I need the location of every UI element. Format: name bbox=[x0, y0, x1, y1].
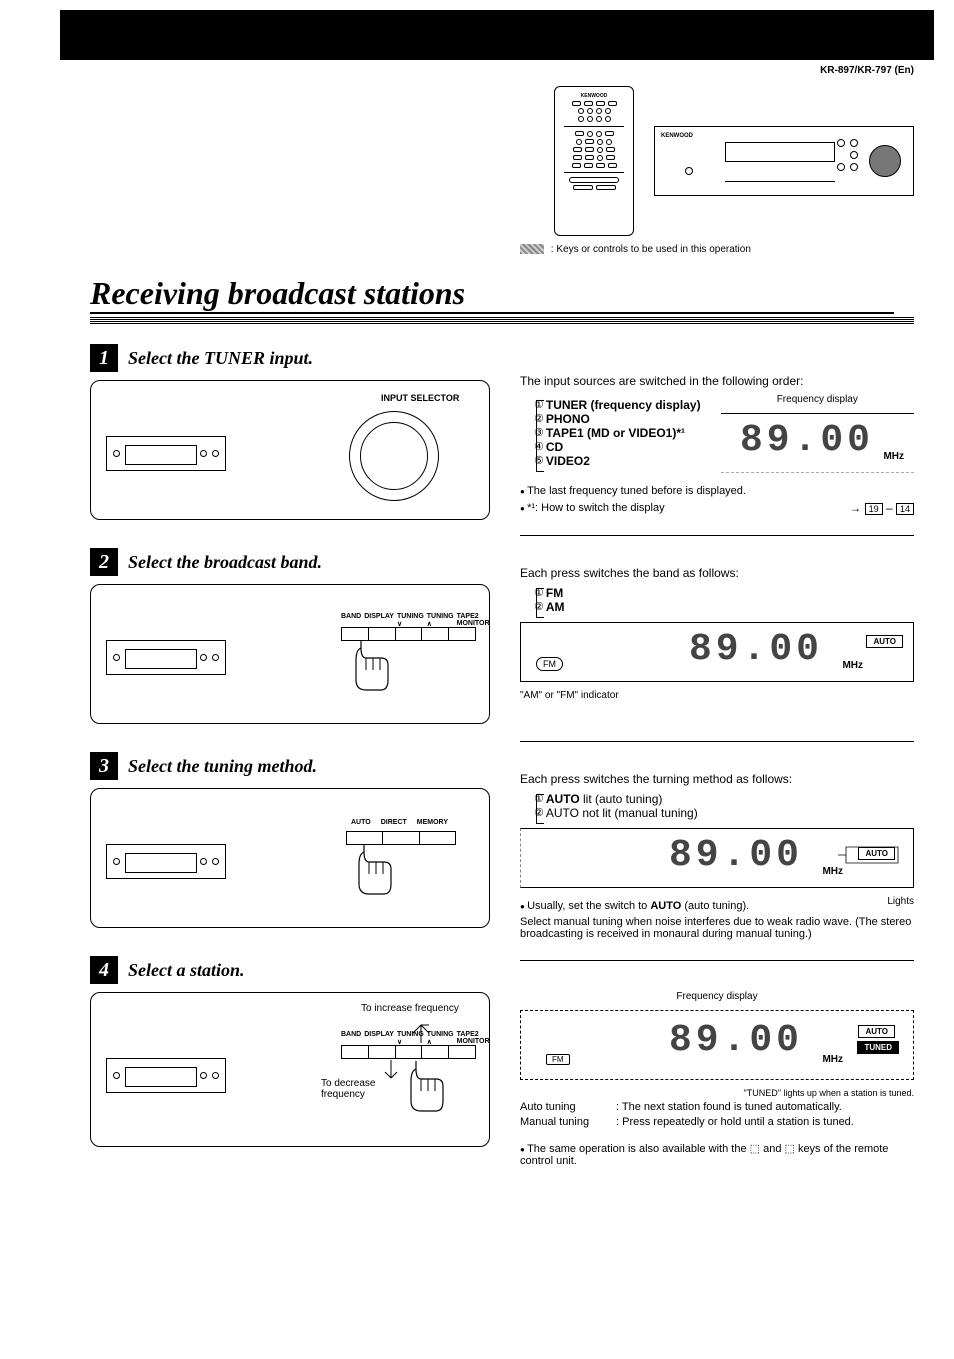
manual-tuning-def: Manual tuning : Press repeatedly or hold… bbox=[520, 1116, 914, 1128]
right-block-4: Frequency display FM 89.00 MHz AUTO TUNE… bbox=[520, 991, 914, 1167]
auto-tuning-def: Auto tuning : The next station found is … bbox=[520, 1101, 914, 1113]
r3-lights: Lights bbox=[887, 896, 914, 916]
receiver-illustration: KENWOOD bbox=[654, 126, 914, 196]
r1-note1: The last frequency tuned before is displ… bbox=[520, 485, 914, 497]
keys-note: : Keys or controls to be used in this op… bbox=[0, 244, 914, 255]
r4-freq-display: FM 89.00 MHz AUTO TUNED bbox=[520, 1010, 914, 1080]
right-block-3: Each press switches the turning method a… bbox=[520, 772, 914, 961]
panel-mini-3 bbox=[106, 844, 226, 879]
r4-tuned-note: "TUNED" lights up when a station is tune… bbox=[714, 1088, 914, 1098]
right-column: The input sources are switched in the fo… bbox=[520, 344, 914, 1197]
r3-freq-display: 89.00 MHz AUTO bbox=[520, 828, 914, 888]
r1-note2: *¹: How to switch the display bbox=[520, 502, 665, 514]
step-3-title: Select the tuning method. bbox=[128, 756, 317, 777]
panel-mini-2 bbox=[106, 640, 226, 675]
step-3-num: 3 bbox=[90, 752, 118, 780]
right-block-1: The input sources are switched in the fo… bbox=[520, 374, 914, 536]
callout-bracket bbox=[838, 843, 908, 873]
hand-icon bbox=[401, 1061, 451, 1116]
pattern-swatch bbox=[520, 244, 544, 254]
step-1-num: 1 bbox=[90, 344, 118, 372]
tuning-button-strip bbox=[341, 1045, 476, 1059]
arrow-down-icon bbox=[381, 1058, 401, 1083]
step-3-header: 3 Select the tuning method. bbox=[90, 752, 490, 780]
step-2-diagram: BAND DISPLAY TUNING ∨ TUNING ∧ TAPE2 MON… bbox=[90, 584, 490, 724]
step-2-header: 2 Select the broadcast band. bbox=[90, 548, 490, 576]
right-block-2: Each press switches the band as follows:… bbox=[520, 566, 914, 742]
panel-mini-4 bbox=[106, 1058, 226, 1093]
model-label: KR-897/KR-797 (En) bbox=[0, 65, 914, 76]
r2-caption: "AM" or "FM" indicator bbox=[520, 690, 914, 701]
arrow-up-icon bbox=[391, 1015, 431, 1045]
r2-intro: Each press switches the band as follows: bbox=[520, 566, 914, 580]
title-underbar bbox=[90, 316, 914, 324]
page-refs: → 19 – 14 bbox=[849, 501, 914, 515]
input-selector-knob bbox=[349, 411, 439, 501]
step-4-diagram: To increase frequency BAND DISPLAY TUNIN… bbox=[90, 992, 490, 1147]
increase-freq-label: To increase frequency bbox=[361, 1003, 459, 1014]
r1-freq-label: Frequency display bbox=[721, 394, 914, 405]
r1-freq-display: 89.00 MHz bbox=[721, 413, 914, 473]
auto-button-strip bbox=[346, 831, 456, 845]
fm-badge: FM bbox=[546, 1054, 570, 1065]
remote-brand: KENWOOD bbox=[581, 93, 608, 99]
step-4-title: Select a station. bbox=[128, 960, 245, 981]
receiver-brand: KENWOOD bbox=[661, 133, 907, 139]
tuned-badge: TUNED bbox=[857, 1041, 899, 1054]
step-1-title: Select the TUNER input. bbox=[128, 348, 313, 369]
step-4-num: 4 bbox=[90, 956, 118, 984]
r3-note2: Select manual tuning when noise interfer… bbox=[520, 916, 914, 940]
page-title: Receiving broadcast stations bbox=[90, 275, 894, 314]
left-column: 1 Select the TUNER input. INPUT SELECTOR… bbox=[90, 344, 490, 1197]
panel-mini-1 bbox=[106, 436, 226, 471]
step-4-header: 4 Select a station. bbox=[90, 956, 490, 984]
remote-control-illustration: KENWOOD bbox=[554, 86, 634, 236]
r4-freq-label: Frequency display bbox=[520, 991, 914, 1002]
r2-freq-display: FM 89.00 MHz AUTO bbox=[520, 622, 914, 682]
fm-indicator: FM bbox=[536, 657, 563, 671]
step-3-diagram: AUTO DIRECT MEMORY bbox=[90, 788, 490, 928]
band-button-strip bbox=[341, 627, 476, 641]
r3-note1: Usually, set the switch to AUTO (auto tu… bbox=[520, 900, 749, 912]
step-1-header: 1 Select the TUNER input. bbox=[90, 344, 490, 372]
top-black-bar bbox=[60, 10, 934, 60]
hand-icon bbox=[346, 640, 396, 695]
step-2-title: Select the broadcast band. bbox=[128, 552, 322, 573]
r1-intro: The input sources are switched in the fo… bbox=[520, 374, 914, 388]
hand-icon bbox=[349, 844, 399, 899]
r4-note: The same operation is also available wit… bbox=[520, 1142, 914, 1167]
device-illustrations: KENWOOD KENWOOD bbox=[0, 86, 914, 236]
r3-intro: Each press switches the turning method a… bbox=[520, 772, 914, 786]
step-1-diagram: INPUT SELECTOR bbox=[90, 380, 490, 520]
step-2-num: 2 bbox=[90, 548, 118, 576]
input-selector-label: INPUT SELECTOR bbox=[381, 393, 459, 403]
